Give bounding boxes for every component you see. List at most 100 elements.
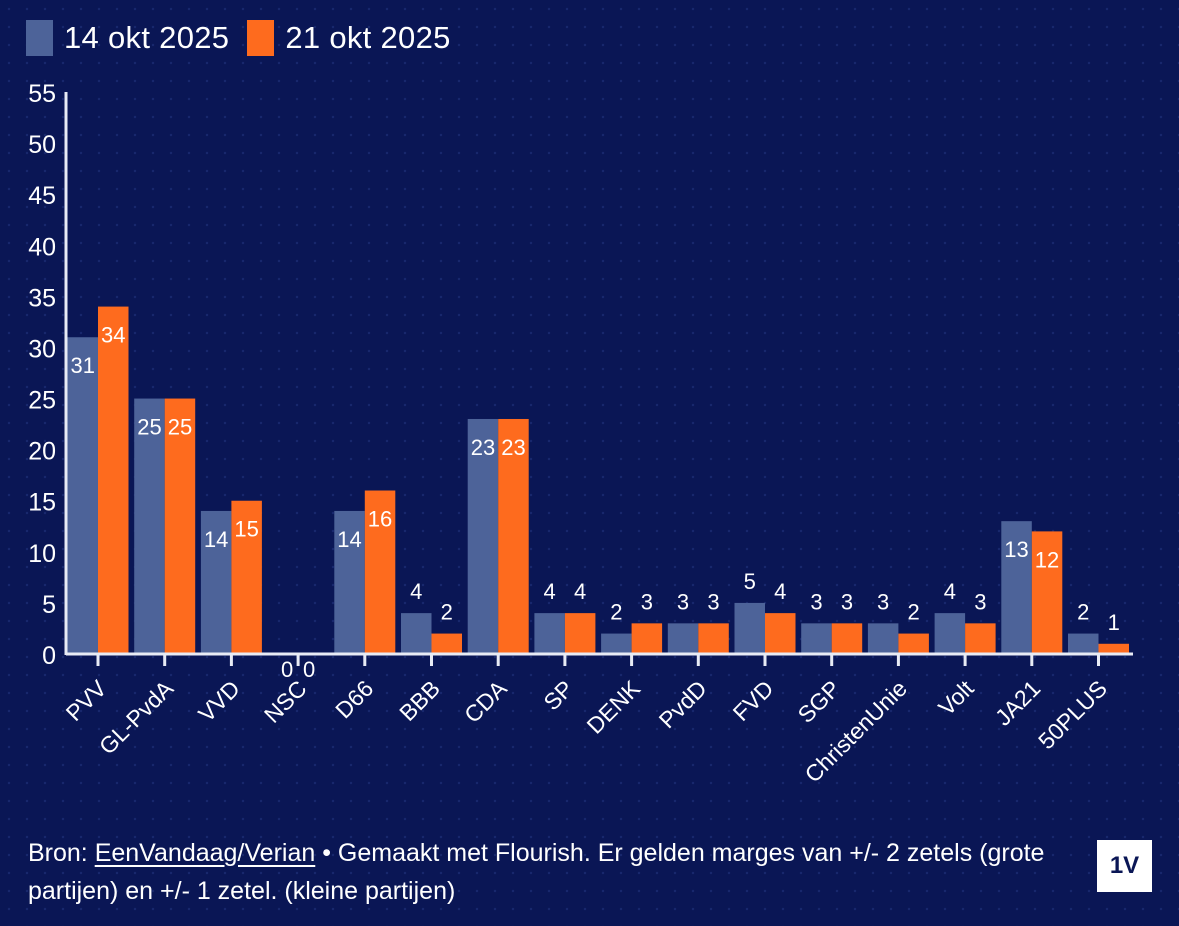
x-tick-label: NSC bbox=[259, 675, 312, 728]
x-tick-label: JA21 bbox=[990, 675, 1045, 730]
data-label: 12 bbox=[1035, 547, 1059, 572]
data-label: 2 bbox=[908, 600, 920, 625]
y-tick-label: 10 bbox=[28, 540, 56, 568]
data-label: 25 bbox=[137, 415, 161, 440]
y-tick-label: 30 bbox=[28, 335, 56, 363]
bar-vvd-series-2 bbox=[231, 500, 262, 654]
source-link[interactable]: EenVandaag/Verian bbox=[94, 839, 316, 867]
x-tick-label: Volt bbox=[933, 675, 979, 721]
x-tick-label: CDA bbox=[459, 675, 512, 728]
data-label: 1 bbox=[1108, 610, 1120, 635]
bar-pvdd-series-1 bbox=[667, 623, 699, 654]
bar-50plus-series-2 bbox=[1098, 643, 1129, 654]
data-label: 2 bbox=[1077, 600, 1089, 625]
bar-ja21-series-2 bbox=[1031, 531, 1063, 654]
bar-sp-series-1 bbox=[534, 613, 565, 654]
data-label: 23 bbox=[471, 435, 495, 460]
bar-cda-series-1 bbox=[467, 418, 499, 654]
legend-swatch-series-1 bbox=[26, 20, 53, 56]
bar-d66-series-2 bbox=[364, 490, 396, 654]
data-label: 3 bbox=[877, 589, 889, 614]
bar-cda-series-2 bbox=[498, 418, 529, 654]
x-tick-label: FVD bbox=[728, 675, 779, 726]
data-label: 25 bbox=[168, 415, 192, 440]
data-label: 0 bbox=[281, 657, 293, 682]
bar-vvd-series-1 bbox=[200, 510, 232, 654]
data-label: 3 bbox=[641, 589, 653, 614]
y-tick-label: 5 bbox=[42, 591, 56, 619]
data-label: 34 bbox=[101, 323, 125, 348]
data-label: 23 bbox=[501, 435, 525, 460]
y-tick-label: 20 bbox=[28, 438, 56, 466]
x-tick-label: SGP bbox=[793, 675, 846, 728]
data-label: 3 bbox=[810, 589, 822, 614]
x-tick-label: VVD bbox=[193, 675, 245, 727]
bar-sgp-series-1 bbox=[801, 623, 832, 654]
bar-pvv-series-2 bbox=[98, 306, 129, 654]
bar-gl-pvda-series-2 bbox=[164, 398, 196, 654]
footer-source: Bron: EenVandaag/Verian • Gemaakt met Fl… bbox=[28, 834, 1048, 910]
bar-d66-series-1 bbox=[334, 510, 365, 654]
data-label: 3 bbox=[974, 589, 986, 614]
footer-text: • Gemaakt met Flourish. Er gelden marges… bbox=[28, 839, 1045, 905]
x-tick-label: GL-PvdA bbox=[94, 675, 179, 760]
data-label: 4 bbox=[944, 579, 956, 604]
data-label: 14 bbox=[204, 527, 228, 552]
data-label: 0 bbox=[303, 657, 315, 682]
data-label: 4 bbox=[574, 579, 586, 604]
data-label: 4 bbox=[774, 579, 786, 604]
x-tick-label: D66 bbox=[330, 675, 378, 723]
y-tick-label: 50 bbox=[28, 131, 56, 159]
eenvandaag-logo: 1V bbox=[1097, 840, 1152, 892]
y-tick-label: 25 bbox=[28, 387, 56, 415]
data-label: 4 bbox=[544, 579, 556, 604]
data-label: 13 bbox=[1004, 537, 1028, 562]
y-tick-label: 0 bbox=[42, 642, 56, 670]
bar-gl-pvda-series-1 bbox=[134, 398, 165, 654]
y-tick-label: 35 bbox=[28, 284, 56, 312]
bar-50plus-series-1 bbox=[1068, 633, 1099, 654]
y-tick-label: 40 bbox=[28, 233, 56, 261]
legend: 14 okt 2025 21 okt 2025 bbox=[26, 20, 469, 56]
bar-pvdd-series-2 bbox=[698, 623, 729, 654]
y-tick-label: 15 bbox=[28, 489, 56, 517]
bar-ja21-series-1 bbox=[1001, 521, 1032, 654]
data-label: 3 bbox=[841, 589, 853, 614]
data-label: 3 bbox=[677, 589, 689, 614]
bar-fvd-series-1 bbox=[734, 602, 765, 654]
legend-label-series-1: 14 okt 2025 bbox=[64, 20, 230, 55]
x-tick-label: 50PLUS bbox=[1033, 675, 1112, 754]
bar-denk-series-2 bbox=[631, 623, 663, 654]
x-tick-label: PVV bbox=[61, 675, 112, 726]
data-label: 14 bbox=[337, 527, 361, 552]
legend-item-series-1[interactable]: 14 okt 2025 bbox=[26, 20, 229, 56]
x-tick-label: PvdD bbox=[654, 675, 712, 733]
bar-denk-series-1 bbox=[601, 633, 632, 654]
legend-label-series-2: 21 okt 2025 bbox=[285, 20, 451, 55]
footer-prefix: Bron: bbox=[28, 839, 95, 867]
bar-pvv-series-1 bbox=[67, 337, 98, 654]
bar-christenunie-series-1 bbox=[867, 623, 899, 654]
data-label: 4 bbox=[410, 579, 422, 604]
bar-sp-series-2 bbox=[564, 613, 596, 654]
legend-item-series-2[interactable]: 21 okt 2025 bbox=[247, 20, 450, 56]
legend-swatch-series-2 bbox=[247, 20, 275, 56]
y-tick-label: 55 bbox=[28, 80, 56, 108]
bar-christenunie-series-2 bbox=[898, 633, 929, 654]
data-label: 2 bbox=[610, 600, 622, 625]
bar-fvd-series-2 bbox=[765, 613, 796, 654]
data-label: 2 bbox=[441, 600, 453, 625]
x-tick-label: DENK bbox=[582, 675, 646, 739]
x-tick-label: BBB bbox=[394, 675, 445, 726]
bar-bbb-series-1 bbox=[401, 613, 432, 654]
bar-bbb-series-2 bbox=[431, 633, 462, 654]
data-label: 15 bbox=[234, 517, 258, 542]
bar-volt-series-2 bbox=[965, 623, 996, 654]
data-label: 16 bbox=[368, 507, 392, 532]
data-label: 3 bbox=[707, 589, 719, 614]
bar-volt-series-1 bbox=[934, 613, 966, 654]
y-tick-label: 45 bbox=[28, 182, 56, 210]
data-label: 5 bbox=[744, 569, 756, 594]
data-label: 31 bbox=[71, 353, 95, 378]
